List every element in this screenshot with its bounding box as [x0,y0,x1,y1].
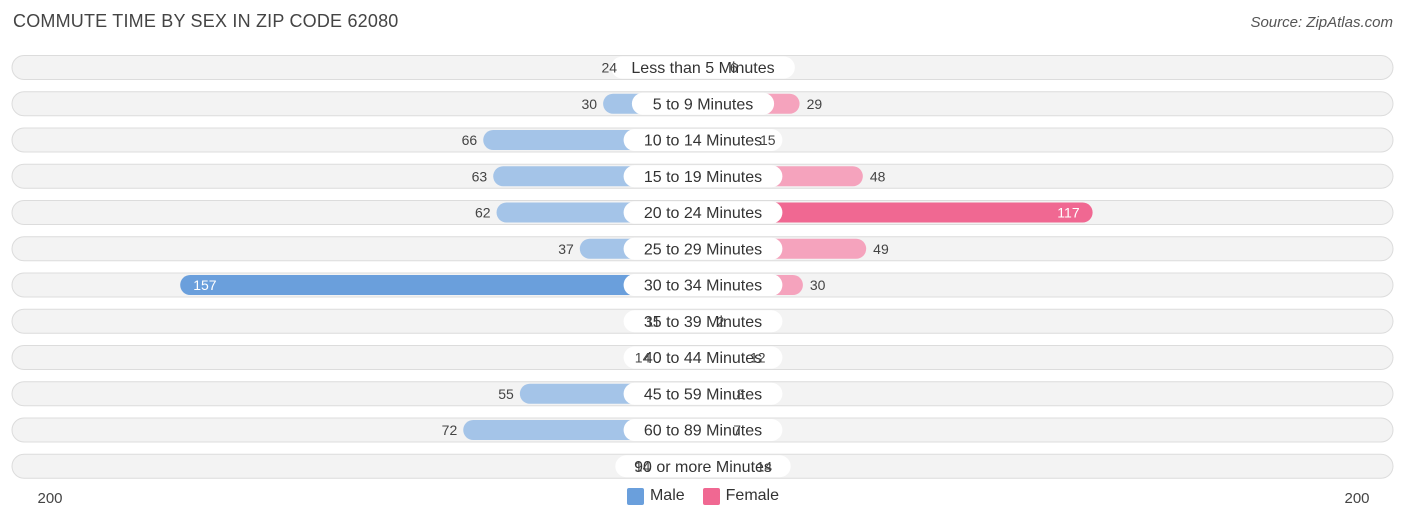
value-label-female: 2 [717,313,725,329]
category-pill [623,310,783,333]
category-pill [623,165,783,188]
chart-source: Source: ZipAtlas.com [1250,14,1393,31]
category-label: 10 to 14 Minutes [644,133,762,150]
category-pill [631,92,775,115]
value-label-male: 66 [462,132,478,148]
value-label-female: 29 [807,96,823,112]
category-pill [623,346,783,369]
category-label: 30 to 34 Minutes [644,278,762,295]
legend-item-female: Female [702,487,780,505]
category-pill [615,455,791,478]
category-pill [623,382,783,405]
value-label-male: 55 [498,386,514,402]
value-label-male: 72 [442,422,458,438]
value-label-female: 30 [810,277,826,293]
value-label-male: 14 [635,350,651,366]
chart-row: Less than 5 Minutes 24 6 [11,55,1394,80]
legend-label-female: Female [725,487,780,504]
chart-row: 25 to 29 Minutes 37 49 [11,236,1394,262]
category-label: 15 to 19 Minutes [644,169,762,186]
value-label-female: 8 [737,386,745,402]
category-label: 45 to 59 Minutes [644,386,762,403]
legend: Male Female [0,487,1406,505]
legend-swatch-male [626,487,644,505]
chart-row: 10 to 14 Minutes 66 15 [11,127,1394,153]
chart-title: COMMUTE TIME BY SEX IN ZIP CODE 62080 [13,11,399,31]
category-pill [623,419,783,441]
legend-label-male: Male [649,487,685,504]
value-label-female: 14 [757,458,773,474]
category-label: 60 to 89 Minutes [644,423,762,440]
category-pill [623,274,783,296]
chart-row: 5 to 9 Minutes 30 29 [11,91,1394,117]
value-label-male: 30 [582,96,598,112]
category-pill [611,56,795,79]
value-label-male: 24 [602,60,618,76]
value-label-male: 62 [475,205,491,221]
value-label-male: 37 [558,241,574,257]
category-label: 35 to 39 Minutes [644,314,762,331]
bar-male [180,275,703,295]
legend-item-male: Male [626,487,685,505]
category-pill [623,237,783,260]
category-label: 20 to 24 Minutes [644,205,762,222]
category-pill [623,201,783,224]
chart-row: 45 to 59 Minutes 55 8 [11,381,1394,407]
category-label: 90 or more Minutes [634,459,772,476]
value-label-male: 11 [646,313,661,329]
axis-right-label: 200 [1344,490,1369,507]
value-label-female: 6 [730,60,738,76]
category-pill [623,129,783,151]
value-label-female: 7 [733,422,741,438]
value-label-male: 14 [635,458,651,474]
value-label-female: 12 [750,350,766,366]
chart-row: 15 to 19 Minutes 63 48 [11,163,1394,189]
value-label-female: 49 [873,241,889,257]
chart-row: 60 to 89 Minutes 72 7 [11,417,1394,443]
value-label-female: 15 [760,132,776,148]
axis-left-label: 200 [37,490,62,507]
chart-row: 20 to 24 Minutes 62 117 [11,200,1394,225]
category-label: 25 to 29 Minutes [644,241,762,258]
legend-swatch-female [702,487,720,505]
category-label: 5 to 9 Minutes [653,96,754,113]
category-label: 40 to 44 Minutes [644,350,762,367]
value-label-male: 157 [193,277,217,293]
chart-row: 30 to 34 Minutes 157 30 [11,272,1394,298]
bar-female [703,202,1093,223]
category-label: Less than 5 Minutes [631,60,774,77]
value-label-female: 117 [1057,205,1080,221]
value-label-female: 48 [870,168,886,184]
value-label-male: 63 [472,168,488,184]
